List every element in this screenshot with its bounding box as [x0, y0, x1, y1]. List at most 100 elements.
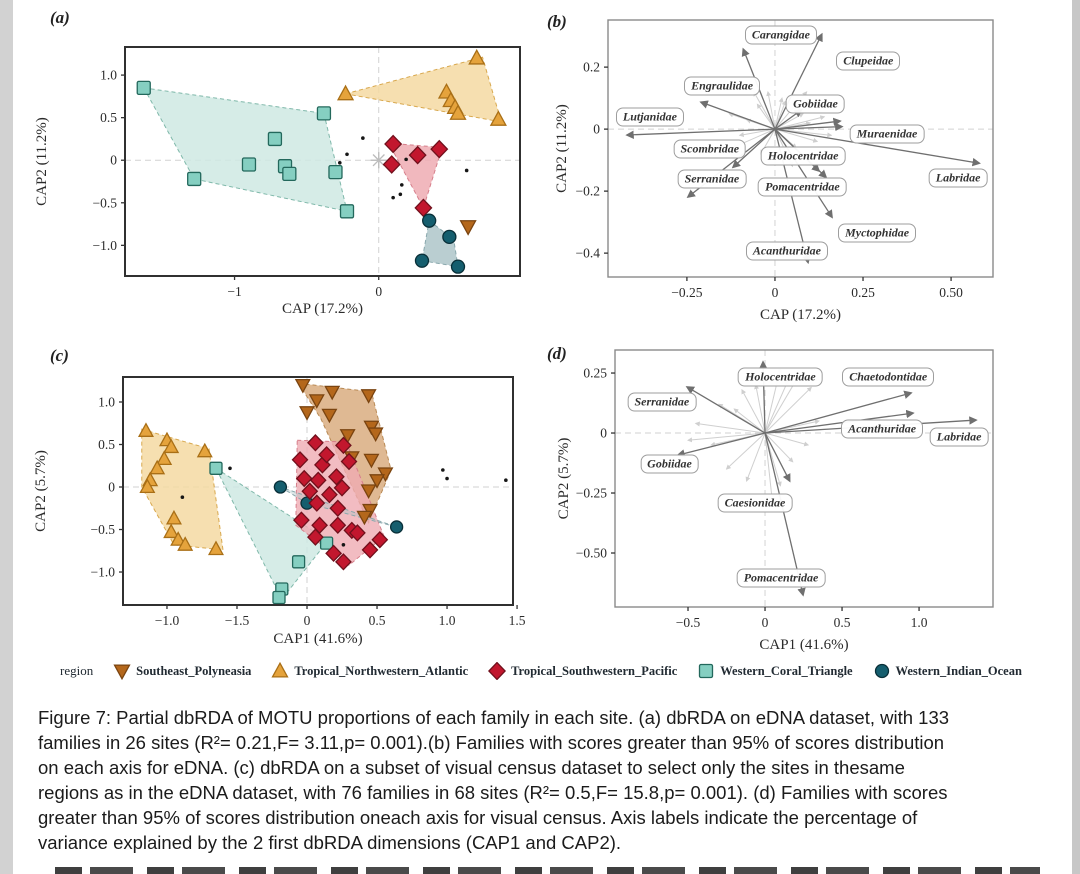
- point-Western_Coral_Triangle: [241, 157, 257, 172]
- point-Western_Coral_Triangle: [291, 555, 306, 569]
- legend-item-southeast_polyneasia: Southeast_Polyneasia: [113, 662, 251, 680]
- legend-item-label: Southeast_Polyneasia: [136, 663, 252, 678]
- triangle-up-icon: [271, 662, 289, 678]
- point-Western_Indian_Ocean: [414, 253, 430, 268]
- point-Tropical_Southwestern_Pacific: [291, 451, 309, 469]
- score-arrow-light: [741, 388, 766, 434]
- circle-icon: [874, 663, 889, 679]
- point-Tropical_Northwestern_Atlantic: [163, 523, 180, 539]
- family-label-pomacentridae: Pomacentridae: [758, 177, 847, 197]
- point-Tropical_Southwestern_Pacific: [295, 469, 313, 488]
- score-arrow: [685, 386, 766, 434]
- y-tick-label: 1.0: [98, 394, 115, 409]
- hull-Tropical_Northwestern_Atlantic: [141, 428, 224, 551]
- score-arrow: [774, 128, 981, 167]
- family-label-clupeidae: Clupeidae: [836, 51, 901, 71]
- score-arrow: [774, 122, 844, 132]
- point-unlabeled-sites: [404, 157, 408, 162]
- panel-c-plot: −1.0 −1.5 0 0.5 1.0 1.5 1.0 0.5 0 −0.5 −1.0 CAP1 (4…: [33, 376, 526, 647]
- family-label-engraulidae: Engraulidae: [684, 76, 761, 96]
- point-Western_Coral_Triangle: [282, 166, 297, 181]
- point-Tropical_Southwestern_Pacific: [371, 530, 389, 549]
- point-Tropical_Southwestern_Pacific: [307, 434, 324, 452]
- score-arrow-light: [725, 432, 766, 470]
- point-Southeast_Polyneasia: [299, 406, 316, 421]
- point-Tropical_Southwestern_Pacific: [325, 544, 343, 563]
- point-Tropical_Southwestern_Pacific: [382, 155, 401, 174]
- point-unlabeled-sites: [341, 543, 346, 547]
- point-Tropical_Southwestern_Pacific: [318, 445, 336, 464]
- point-Tropical_Northwestern_Atlantic: [196, 442, 213, 458]
- point-Tropical_Southwestern_Pacific: [293, 511, 310, 529]
- family-label-pomacentridae: Pomacentridae: [736, 568, 826, 588]
- panel-a-plot: −1 0 1.0 0.5 0 −0.5 −1.0 CAP (17.2%) CAP2 (11.2%…: [34, 46, 521, 317]
- point-unlabeled-sites: [228, 466, 232, 471]
- family-label-serranidae: Serranidae: [627, 392, 697, 412]
- point-Tropical_Southwestern_Pacific: [329, 499, 347, 517]
- x-tick-label: 0.25: [851, 285, 875, 300]
- cropped-text-line: [55, 867, 1040, 874]
- panel-a-letter: (a): [50, 8, 70, 27]
- point-unlabeled-sites: [361, 136, 365, 140]
- x-axis-label: CAP (17.2%): [760, 307, 841, 323]
- point-Tropical_Southwestern_Pacific: [328, 468, 345, 486]
- legend-item-tropical_northwestern_atlantic: Tropical_Northwestern_Atlantic: [271, 662, 468, 680]
- family-label-myctophidae: Myctophidae: [838, 223, 917, 243]
- y-tick-label: −0.50: [576, 546, 607, 561]
- x-axis-label: CAP1 (41.6%): [273, 631, 362, 647]
- point-Western_Indian_Ocean: [273, 480, 288, 494]
- score-arrow-light: [753, 91, 776, 130]
- point-Tropical_Southwestern_Pacific: [335, 553, 352, 571]
- point-Western_Indian_Ocean: [389, 520, 404, 534]
- point-Tropical_Northwestern_Atlantic: [139, 478, 156, 494]
- point-Western_Coral_Triangle: [316, 106, 332, 121]
- point-Tropical_Southwestern_Pacific: [340, 452, 358, 471]
- legend-item-label: Tropical_Southwestern_Pacific: [511, 663, 678, 678]
- x-axis-label: CAP1 (41.6%): [759, 637, 848, 653]
- score-arrow-light: [745, 432, 766, 482]
- origin-star: [372, 154, 385, 167]
- point-unlabeled-sites: [399, 183, 404, 187]
- y-axis-label: CAP2 (11.2%): [34, 117, 50, 206]
- x-tick-label: 1.5: [509, 613, 526, 628]
- y-tick-label: 1.0: [100, 68, 117, 83]
- legend-item-label: Tropical_Northwestern_Atlantic: [294, 663, 469, 678]
- point-unlabeled-sites: [345, 152, 349, 157]
- score-arrow: [774, 128, 833, 219]
- point-unlabeled-sites: [391, 195, 395, 200]
- point-Tropical_Southwestern_Pacific: [329, 516, 347, 534]
- family-label-acanthuridae: Acanthuridae: [745, 241, 828, 261]
- point-Tropical_Northwestern_Atlantic: [449, 104, 467, 120]
- point-Tropical_Southwestern_Pacific: [430, 139, 449, 159]
- point-unlabeled-sites: [398, 192, 403, 197]
- point-Tropical_Northwestern_Atlantic: [170, 531, 187, 546]
- family-label-lutjanidae: Lutjanidae: [615, 107, 684, 127]
- point-Southeast_Polyneasia: [369, 474, 386, 489]
- point-Western_Coral_Triangle: [272, 590, 286, 605]
- score-arrow-light: [774, 128, 819, 143]
- legend-title: region: [60, 663, 94, 678]
- legend-item-western_coral_triangle: Western_Coral_Triangle: [697, 662, 853, 680]
- score-arrow: [625, 128, 775, 139]
- x-tick-label: −1: [227, 284, 241, 299]
- family-label-gobiidae: Gobiidae: [640, 454, 699, 474]
- legend-item-tropical_southwestern_pacific: Tropical_Southwestern_Pacific: [488, 662, 677, 680]
- x-tick-label: 1.0: [911, 615, 928, 630]
- score-arrow: [774, 117, 842, 130]
- point-Tropical_Southwestern_Pacific: [301, 482, 319, 500]
- panel-b-plot: −0.25 0 0.25 0.50 0.2 0 −0.2 −0.4 CAP (17.2%) CAP…: [554, 19, 994, 323]
- point-Tropical_Northwestern_Atlantic: [137, 422, 154, 437]
- point-Tropical_Southwestern_Pacific: [309, 471, 327, 489]
- x-tick-label: −1.0: [155, 613, 180, 628]
- score-arrow-light: [754, 384, 766, 434]
- score-arrow-light: [694, 421, 766, 434]
- point-Western_Coral_Triangle: [209, 461, 223, 475]
- y-tick-label: 0: [593, 122, 600, 137]
- y-tick-label: 0: [110, 153, 117, 168]
- hull-Tropical_Southwestern_Pacific: [387, 142, 443, 210]
- score-arrow-light: [764, 432, 810, 447]
- x-tick-label: 0.50: [939, 285, 963, 300]
- score-arrow: [764, 409, 915, 434]
- family-label-acanthuridae: Acanthuridae: [841, 419, 924, 439]
- family-label-scombridae: Scombridae: [673, 139, 747, 159]
